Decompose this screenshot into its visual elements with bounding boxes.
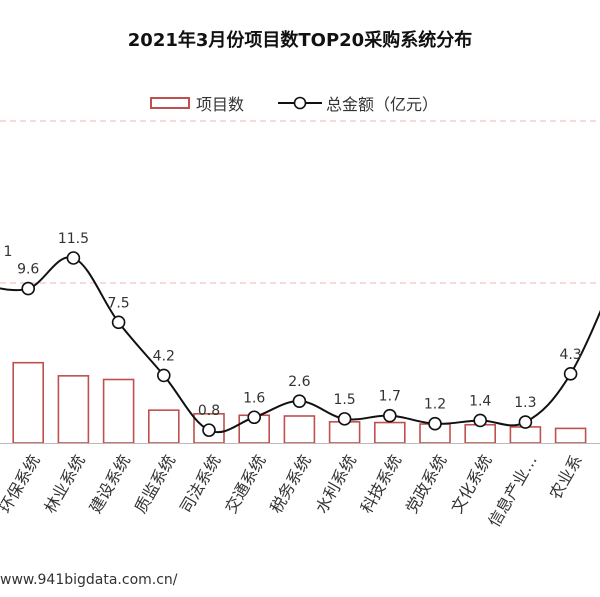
bar-7 [283, 415, 316, 444]
x-tick-label-4: 质监系统 [131, 452, 179, 517]
data-label-5: 0.8 [198, 403, 220, 419]
x-tick-label-3: 建设系统 [86, 452, 134, 517]
bar-2 [57, 375, 90, 444]
bar-1 [12, 361, 44, 444]
data-label-10: 1.2 [424, 397, 446, 413]
line-point-4 [157, 368, 171, 383]
data-label-9: 1.7 [379, 389, 401, 405]
chart-title: 2021年3月份项目数TOP20采购系统分布 [127, 30, 473, 51]
x-tick-label-7: 税务系统 [266, 452, 314, 517]
line-point-1 [21, 281, 36, 296]
x-tick-label-13: 农业系 [546, 452, 586, 503]
legend: 项目数 总金额（亿元） [150, 92, 438, 114]
legend-line-label: 总金额（亿元） [326, 95, 439, 114]
line-point-12 [518, 415, 533, 429]
bar-12 [509, 426, 542, 444]
x-tick-label-6: 交通系统 [221, 452, 269, 517]
legend-line-swatch [278, 96, 323, 110]
x-tick-label-8: 水利系统 [312, 452, 360, 517]
line-point-3 [111, 315, 126, 330]
data-label-11: 1.4 [469, 393, 491, 409]
data-label-2: 11.5 [58, 231, 89, 247]
line-point-2 [66, 251, 81, 265]
data-label-7: 2.6 [288, 374, 310, 390]
line-point-10 [428, 416, 442, 431]
line-point-7 [292, 394, 307, 408]
line-point-11 [473, 413, 488, 428]
line-point-8 [337, 412, 352, 426]
x-tick-label-11: 文化系统 [447, 452, 495, 517]
bar-13 [554, 427, 587, 444]
legend-bar-swatch [150, 97, 190, 109]
data-label-0: 1 [4, 244, 13, 260]
data-label-13: 4.3 [559, 347, 581, 363]
data-label-8: 1.5 [333, 392, 355, 408]
line-point-6 [247, 410, 261, 425]
x-tick-label-10: 党政系统 [402, 452, 450, 517]
data-label-12: 1.3 [514, 395, 536, 411]
footer-url: www.941bigdata.com.cn/ [0, 572, 178, 588]
x-tick-label-2: 林业系统 [40, 452, 88, 517]
line-point-9 [382, 408, 397, 423]
x-tick-label-5: 司法系统 [176, 452, 224, 517]
data-label-3: 7.5 [107, 295, 129, 311]
bar-4 [148, 409, 180, 444]
bar-9 [373, 421, 406, 444]
x-tick-label-1: 环保系统 [0, 452, 44, 517]
x-tick-label-9: 科技系统 [357, 452, 405, 517]
bar-11 [464, 423, 497, 444]
bar-3 [102, 378, 135, 444]
line-point-5 [202, 423, 216, 437]
line-point-13 [563, 367, 578, 381]
data-label-4: 4.2 [153, 348, 175, 364]
data-label-6: 1.6 [243, 390, 265, 406]
legend-bar-label: 项目数 [196, 95, 245, 114]
data-label-1: 9.6 [17, 262, 39, 278]
